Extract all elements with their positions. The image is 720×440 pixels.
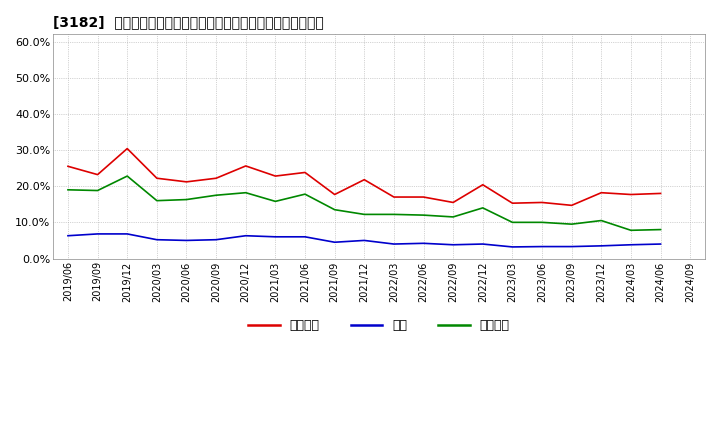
Legend: 売上債権, 在庫, 買入債務: 売上債権, 在庫, 買入債務 — [243, 315, 515, 337]
Text: [3182]  売上債権、在庫、買入債務の総資産に対する比率の推移: [3182] 売上債権、在庫、買入債務の総資産に対する比率の推移 — [53, 15, 324, 29]
